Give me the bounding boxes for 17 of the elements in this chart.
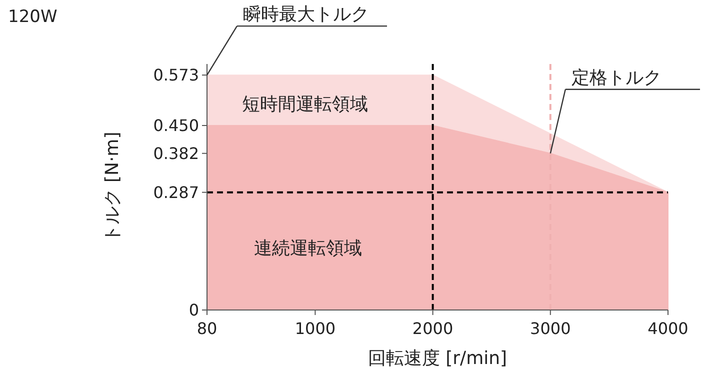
annotation: 定格トルク — [571, 67, 662, 88]
y-tick-label: 0.382 — [153, 144, 199, 163]
x-tick-label: 3000 — [530, 319, 571, 338]
x-axis-title: 回転速度 [r/min] — [368, 348, 508, 369]
annotation: 連続運転領域 — [254, 238, 362, 259]
x-tick-label: 1000 — [294, 319, 336, 338]
annotation: 短時間運転領域 — [242, 94, 368, 115]
y-tick-label: 0.573 — [153, 66, 199, 85]
x-tick-label: 80 — [196, 319, 218, 338]
x-tick-label: 4000 — [648, 319, 688, 338]
text: 120W — [8, 7, 58, 27]
annotation: 瞬時最大トルク — [243, 4, 369, 26]
x-tick-label: 2000 — [412, 319, 454, 338]
y-tick-label: 0.287 — [153, 182, 199, 202]
y-tick-label: 0.450 — [153, 116, 199, 136]
y-axis-title: トルク [N·m] — [102, 132, 123, 242]
y-tick-label: 0 — [188, 300, 199, 320]
